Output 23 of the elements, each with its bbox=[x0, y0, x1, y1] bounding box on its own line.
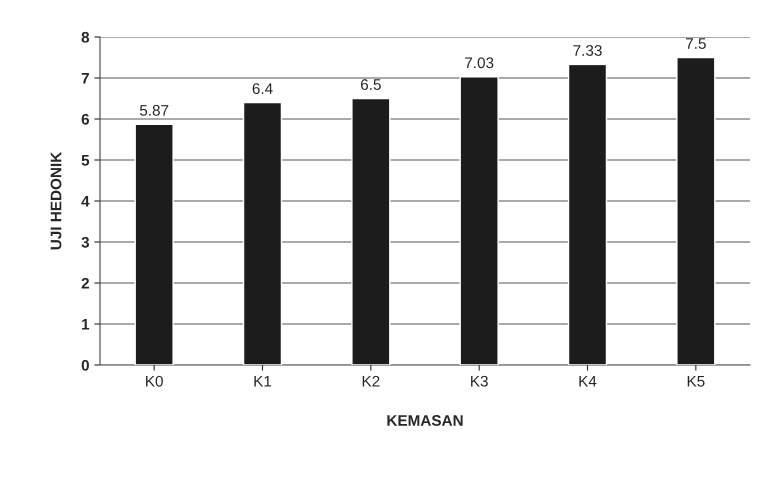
y-tick-label: 0 bbox=[82, 360, 89, 371]
y-tick-label: 6 bbox=[82, 114, 90, 125]
y-tick-label: 8 bbox=[82, 32, 90, 43]
x-tick-label: K1 bbox=[254, 376, 272, 386]
data-label: 6.4 bbox=[252, 83, 273, 94]
y-tick-label: 4 bbox=[81, 196, 90, 207]
data-label: 7.5 bbox=[686, 38, 706, 49]
y-tick-label: 1 bbox=[82, 319, 90, 330]
x-tick-label: K3 bbox=[471, 376, 488, 387]
x-tick-label: K5 bbox=[688, 376, 705, 387]
y-axis-title: UJI HEDONIK bbox=[50, 152, 62, 250]
data-label: 6.5 bbox=[360, 79, 381, 90]
y-tick-label: 3 bbox=[81, 236, 90, 248]
x-tick-label: K0 bbox=[146, 376, 163, 387]
x-tick-label: K2 bbox=[362, 376, 380, 386]
data-label: 5.87 bbox=[140, 104, 168, 116]
y-tick-label: 5 bbox=[82, 155, 90, 166]
x-tick-label: K4 bbox=[579, 376, 596, 386]
data-label: 7.03 bbox=[465, 57, 494, 68]
y-tick-label: 2 bbox=[82, 278, 89, 289]
x-axis-title: KEMASAN bbox=[387, 415, 463, 426]
y-tick-label: 7 bbox=[82, 73, 89, 84]
data-label: 7.33 bbox=[573, 45, 602, 56]
